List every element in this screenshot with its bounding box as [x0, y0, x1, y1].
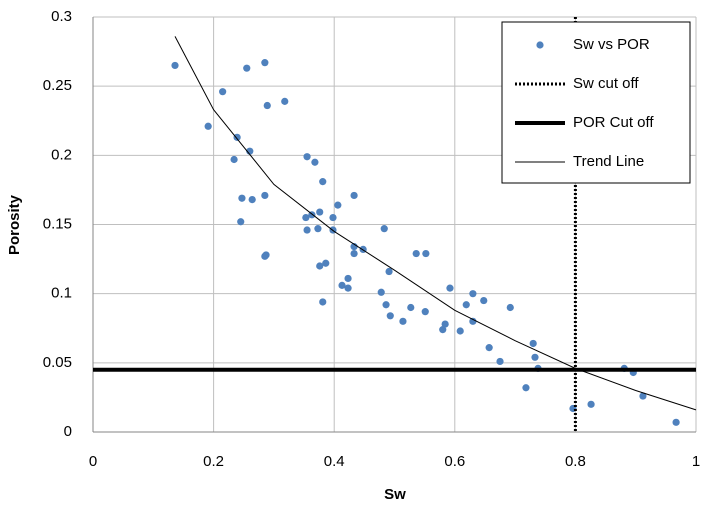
point [316, 262, 324, 270]
point [238, 194, 246, 202]
point [263, 101, 271, 110]
point [462, 301, 470, 309]
point [237, 218, 245, 226]
legend-label: POR Cut off [573, 114, 654, 131]
point [350, 191, 358, 200]
point [496, 357, 504, 366]
point [204, 122, 212, 130]
point [171, 61, 179, 70]
point [303, 153, 311, 161]
point [439, 326, 447, 334]
point [261, 191, 269, 200]
point [319, 298, 327, 306]
point [261, 59, 269, 67]
point [380, 225, 388, 233]
point [422, 249, 430, 258]
y-tick-label: 0.3 [51, 8, 72, 25]
point [506, 303, 514, 312]
point [344, 284, 352, 292]
point [531, 353, 539, 361]
point [248, 196, 256, 204]
legend-label: Sw vs POR [573, 36, 650, 53]
point [219, 88, 227, 96]
y-tick-label: 0.1 [51, 285, 72, 302]
point [281, 97, 289, 105]
point [480, 296, 488, 305]
point [261, 252, 269, 260]
point [316, 208, 324, 216]
point [522, 384, 530, 392]
x-axis-title: Sw [384, 486, 406, 503]
point [529, 339, 537, 348]
y-tick-label: 0 [64, 423, 72, 440]
point [386, 312, 394, 320]
y-tick-label: 0.05 [43, 354, 72, 371]
point [338, 281, 346, 289]
point [329, 213, 337, 222]
point [377, 288, 385, 296]
point [319, 178, 327, 186]
legend-label: Sw cut off [573, 75, 639, 92]
point [672, 418, 680, 426]
legend-box [501, 21, 691, 184]
point [233, 133, 241, 141]
point [322, 259, 330, 267]
point [243, 64, 251, 72]
x-tick-label: 1 [692, 453, 700, 470]
point [412, 249, 420, 258]
x-tick-label: 0 [89, 453, 97, 470]
point [469, 317, 477, 325]
point [485, 344, 493, 352]
point [230, 155, 238, 164]
point [446, 284, 454, 292]
point [385, 267, 393, 276]
point [639, 392, 647, 400]
y-tick-label: 0.25 [43, 77, 72, 94]
point [587, 400, 595, 408]
trend-line [174, 36, 697, 411]
point [407, 303, 415, 312]
point [314, 225, 322, 233]
x-tick-label: 0.8 [565, 453, 586, 470]
point [421, 308, 429, 316]
y-tick-label: 0.2 [51, 146, 72, 163]
x-tick-label: 0.2 [203, 453, 224, 470]
point [303, 226, 311, 234]
point [302, 213, 310, 222]
x-tick-label: 0.6 [444, 453, 465, 470]
x-tick-label: 0.4 [324, 453, 345, 470]
point [344, 274, 352, 283]
point [469, 290, 477, 298]
point [399, 317, 407, 325]
point [441, 320, 449, 328]
point [334, 201, 342, 209]
point [456, 327, 464, 335]
legend-symbol [536, 41, 544, 49]
point [350, 249, 358, 258]
legend-label: Trend Line [573, 153, 644, 170]
point [382, 301, 390, 309]
point [311, 158, 319, 166]
y-tick-label: 0.15 [43, 215, 72, 232]
y-axis-title: Porosity [6, 194, 23, 255]
